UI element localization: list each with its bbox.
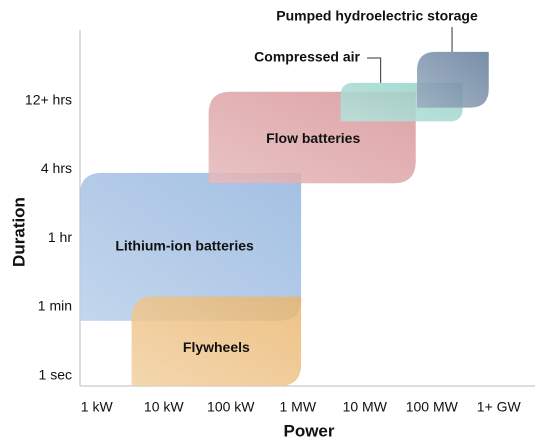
- y-tick-label: 4 hrs: [41, 160, 72, 176]
- x-tick-label: 1 kW: [81, 399, 114, 415]
- region-label: Pumped hydroelectric storage: [276, 8, 478, 24]
- x-tick-label: 100 kW: [207, 399, 255, 415]
- y-tick-label: 1 hr: [48, 229, 72, 245]
- x-axis-title: Power: [283, 421, 334, 440]
- region-shade: [131, 296, 302, 386]
- y-tick-label: 12+ hrs: [25, 91, 72, 107]
- y-tick-label: 1 min: [38, 298, 72, 314]
- region-label: Flywheels: [183, 339, 250, 355]
- x-tick-label: 1+ GW: [477, 399, 522, 415]
- region-label: Compressed air: [254, 49, 360, 65]
- x-tick-label: 1 MW: [279, 399, 316, 415]
- region-label: Flow batteries: [266, 130, 360, 146]
- y-axis-title: Duration: [9, 197, 28, 267]
- x-tick-label: 100 MW: [406, 399, 459, 415]
- region-label: Lithium-ion batteries: [115, 238, 254, 254]
- region-shade: [417, 51, 489, 108]
- x-tick-label: 10 kW: [144, 399, 184, 415]
- callout-line: [367, 57, 382, 83]
- region-shade: [80, 172, 302, 321]
- y-tick-label: 1 sec: [39, 366, 72, 382]
- x-tick-label: 10 MW: [343, 399, 388, 415]
